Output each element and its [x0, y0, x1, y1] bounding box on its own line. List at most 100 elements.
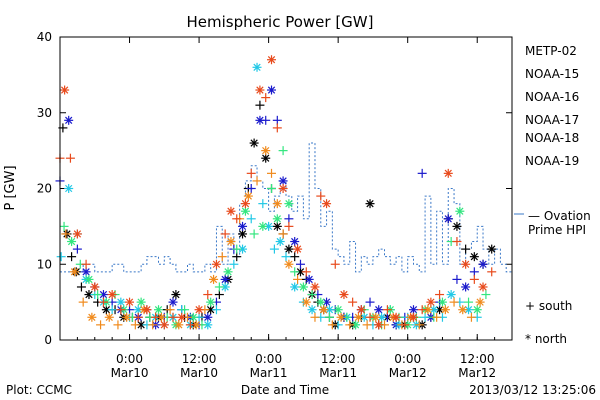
point-noaa-19: [348, 297, 358, 307]
point-noaa-19: [417, 305, 427, 315]
point-noaa-18: [191, 320, 201, 330]
point-noaa-16: [269, 244, 279, 254]
point-noaa-15: [168, 297, 178, 307]
point-noaa-16: [64, 184, 74, 193]
point-noaa-19: [255, 85, 265, 95]
legend-entry-noaa-15: NOAA-15: [525, 67, 579, 81]
legend: METP-02 NOAA-15 NOAA-16 NOAA-17 NOAA-18 …: [525, 44, 591, 346]
point-noaa-15: [417, 168, 427, 178]
point-noaa-16: [56, 252, 66, 262]
point-noaa-18: [69, 267, 79, 277]
point-noaa-18: [122, 312, 132, 322]
point-noaa-18: [165, 305, 175, 315]
point-noaa-18: [458, 305, 468, 315]
x-axis: 0:00Mar1012:00Mar100:00Mar1112:00Mar110:…: [59, 37, 513, 380]
x-tick-time-label: 0:00: [394, 352, 421, 366]
point-noaa-17: [290, 267, 300, 277]
point-noaa-19: [133, 312, 143, 322]
point-noaa-18: [336, 312, 346, 322]
point-noaa-19: [240, 199, 250, 209]
point-noaa-18: [267, 168, 277, 178]
y-axis-label: P [GW]: [3, 165, 18, 210]
point-noaa-19: [65, 153, 75, 163]
x-tick-date-label: Mar11: [319, 366, 357, 380]
x-tick-date-label: Mar10: [111, 366, 149, 380]
point-noaa-18: [226, 237, 236, 247]
point-noaa-19: [391, 312, 401, 322]
point-noaa-19: [232, 214, 242, 224]
legend-entry-noaa-19: NOAA-19: [525, 154, 579, 168]
point-noaa-17: [258, 221, 268, 231]
point-noaa-18: [440, 305, 450, 315]
point-noaa-19: [194, 305, 204, 315]
point-noaa-17: [284, 199, 294, 209]
point-noaa-19: [293, 244, 303, 254]
point-noaa-19: [382, 305, 392, 315]
legend-south: + south: [525, 299, 572, 313]
point-noaa-19: [400, 320, 410, 330]
point-noaa-15: [284, 214, 294, 224]
point-noaa-19: [426, 297, 436, 307]
point-noaa-18: [87, 312, 97, 322]
point-noaa-16: [252, 62, 262, 72]
point-noaa-19: [226, 206, 236, 216]
legend-ovation-line1: — Ovation: [528, 209, 591, 223]
point-noaa-18: [243, 191, 253, 201]
point-noaa-17: [333, 305, 343, 315]
point-noaa-15: [478, 259, 488, 269]
point-noaa-17: [214, 282, 224, 292]
point-noaa-19: [72, 229, 82, 239]
point-noaa-15: [290, 237, 300, 247]
y-tick-label: 10: [37, 257, 52, 271]
point-noaa-18: [371, 312, 381, 322]
point-noaa-18: [466, 312, 476, 322]
point-noaa-17: [267, 184, 277, 193]
point-metp-02: [67, 252, 77, 262]
point-noaa-16: [290, 282, 300, 292]
point-noaa-19: [81, 259, 91, 269]
point-noaa-16: [307, 305, 317, 315]
point-noaa-19: [60, 85, 70, 95]
point-noaa-18: [272, 199, 282, 209]
point-noaa-16: [246, 214, 256, 224]
point-noaa-19: [272, 123, 282, 133]
ovation-prime-hpi-line: [60, 142, 512, 273]
point-noaa-18: [432, 312, 442, 322]
point-noaa-15: [81, 267, 91, 277]
point-noaa-19: [267, 55, 277, 65]
point-noaa-18: [209, 274, 219, 284]
point-noaa-15: [72, 244, 82, 254]
point-metp-02: [255, 100, 265, 110]
point-noaa-16: [275, 237, 285, 247]
point-noaa-19: [443, 168, 453, 178]
point-noaa-19: [301, 267, 311, 277]
point-noaa-19: [203, 290, 213, 300]
plot-frame: [59, 36, 513, 341]
point-noaa-17: [180, 305, 190, 315]
y-tick-label: 30: [37, 106, 52, 120]
point-noaa-18: [78, 297, 88, 307]
point-metp-02: [232, 252, 242, 262]
x-tick-time-label: 12:00: [460, 352, 495, 366]
point-noaa-17: [472, 305, 482, 315]
point-noaa-18: [113, 320, 123, 330]
point-noaa-17: [223, 267, 233, 277]
point-noaa-15: [452, 274, 462, 284]
legend-entry-noaa-17: NOAA-17: [525, 113, 579, 127]
legend-north: * north: [525, 332, 567, 346]
y-tick-label: 0: [44, 333, 52, 347]
point-noaa-19: [278, 184, 288, 193]
point-noaa-15: [461, 282, 471, 292]
point-noaa-16: [211, 305, 221, 315]
point-noaa-17: [272, 214, 282, 224]
legend-entry-metp-02: METP-02: [525, 44, 577, 58]
point-noaa-19: [261, 93, 271, 103]
point-noaa-15: [365, 297, 375, 307]
point-noaa-18: [319, 305, 329, 315]
point-noaa-18: [475, 297, 485, 307]
point-noaa-19: [330, 259, 340, 269]
point-noaa-18: [310, 312, 320, 322]
point-noaa-15: [374, 305, 384, 315]
point-noaa-16: [446, 290, 456, 300]
